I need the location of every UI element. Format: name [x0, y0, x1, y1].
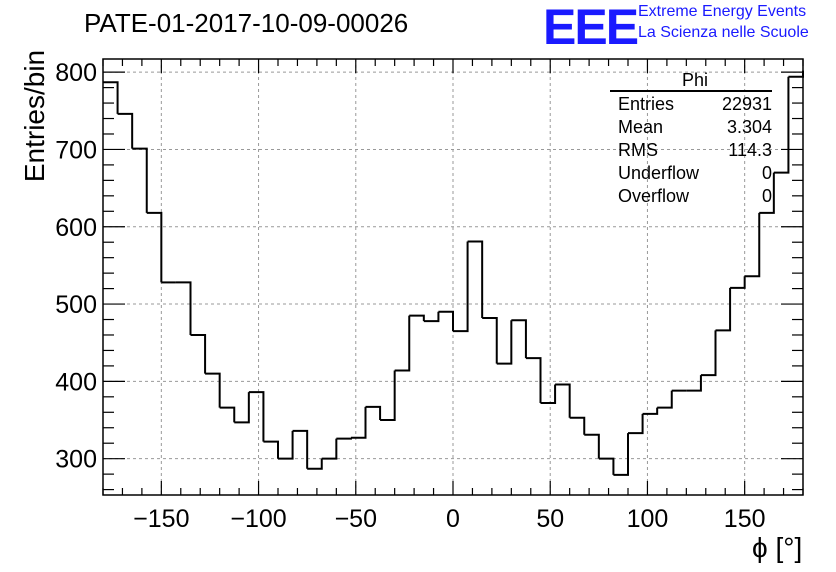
histogram-bin	[205, 372, 221, 408]
chart-title: PATE-01-2017-10-09-00026	[84, 8, 409, 38]
histogram-bin	[613, 433, 629, 476]
histogram-bin	[657, 390, 673, 409]
histogram-bin	[321, 438, 338, 460]
y-tick-label: 700	[55, 136, 97, 164]
histogram-bin	[759, 172, 775, 214]
histogram-bin	[409, 314, 425, 322]
y-axis-label: Entries/bin	[19, 49, 50, 183]
histogram-bin	[788, 70, 804, 78]
histogram-bin	[555, 383, 571, 418]
histogram-bin	[569, 416, 586, 435]
logo-text-line2: La Scienza nelle Scuole	[638, 24, 809, 41]
y-tick-label: 300	[55, 446, 97, 474]
histogram-bin	[628, 413, 644, 435]
x-tick-label: 100	[627, 505, 669, 533]
histogram-bin	[219, 406, 236, 423]
histogram-bin	[453, 241, 469, 333]
stats-label: Entries	[618, 94, 675, 114]
histogram-bin	[190, 333, 207, 374]
histogram-bin	[103, 81, 119, 114]
stats-row: Underflow 0	[610, 162, 772, 185]
histogram-bin	[146, 211, 163, 283]
x-tick-label: −150	[133, 505, 189, 533]
logo-text-line1: Extreme Energy Events	[638, 3, 807, 20]
histogram-bin	[365, 405, 382, 421]
stats-value: 114.3	[728, 140, 772, 160]
histogram-bin	[336, 437, 352, 440]
stats-value: 3.304	[726, 117, 772, 137]
stats-row: Entries 22931	[610, 93, 772, 116]
stats-row: RMS 114.3	[610, 139, 772, 162]
histogram-bin	[263, 440, 279, 459]
histogram-bin	[686, 375, 702, 392]
histogram-bin	[234, 392, 250, 424]
histogram-bin	[496, 320, 513, 365]
stats-label: RMS	[618, 140, 658, 160]
histogram-bin	[540, 384, 557, 405]
histogram-bin	[773, 76, 790, 174]
histogram-bin	[438, 310, 454, 332]
histogram-bin	[175, 281, 192, 335]
x-tick-label: −100	[230, 505, 286, 533]
stats-label: Mean	[618, 117, 664, 137]
tick-labels: −150 −100 −50 0 50 100 150 300 400 500 600 700 800	[55, 59, 765, 533]
axis-ticks	[102, 59, 804, 495]
x-tick-label: −50	[335, 505, 377, 533]
stats-box: Phi Entries 22931 Mean 3.304 RMS 114.3 Unde…	[610, 70, 772, 208]
stats-value: 0	[761, 186, 772, 206]
stats-value: 22931	[721, 94, 772, 114]
stats-row: Overflow 0	[610, 185, 772, 208]
histogram-bin	[525, 357, 542, 404]
x-tick-label: 50	[536, 505, 564, 533]
stats-value: 0	[761, 163, 772, 183]
histogram-bin	[700, 330, 717, 377]
stats-row: Mean 3.304	[610, 116, 772, 139]
x-axis-label: ϕ [°]	[752, 532, 803, 563]
histogram-bin	[482, 316, 498, 364]
histogram-bin	[744, 212, 761, 278]
histogram-bin	[292, 429, 309, 469]
stats-label: Overflow	[618, 186, 690, 206]
histogram-bin	[117, 112, 134, 149]
eee-logo: EEE	[543, 0, 639, 55]
x-tick-label: 150	[724, 505, 766, 533]
histogram-bin	[715, 287, 732, 332]
y-tick-label: 500	[55, 291, 97, 319]
histogram-bin	[598, 457, 615, 475]
histogram-bin	[132, 147, 148, 213]
y-tick-label: 800	[55, 59, 97, 87]
histogram-bin	[467, 240, 484, 318]
histogram-bin	[307, 458, 323, 470]
y-tick-label: 600	[55, 214, 97, 242]
histogram-bin	[511, 319, 527, 359]
stats-divider	[610, 90, 772, 92]
histogram-bin	[248, 391, 265, 442]
histogram-bin	[394, 315, 411, 372]
histogram-bin	[642, 407, 659, 415]
histogram-bin	[584, 433, 600, 459]
histogram-bin	[350, 406, 367, 439]
y-tick-label: 400	[55, 368, 97, 396]
histogram-bars	[103, 70, 804, 476]
histogram-bin	[730, 276, 746, 289]
histogram-bin	[380, 370, 396, 422]
stats-label: Underflow	[618, 163, 700, 183]
stats-title: Phi	[681, 70, 708, 90]
histogram-bin	[423, 311, 440, 323]
x-tick-label: 0	[446, 505, 460, 533]
histogram-bin	[278, 430, 294, 460]
